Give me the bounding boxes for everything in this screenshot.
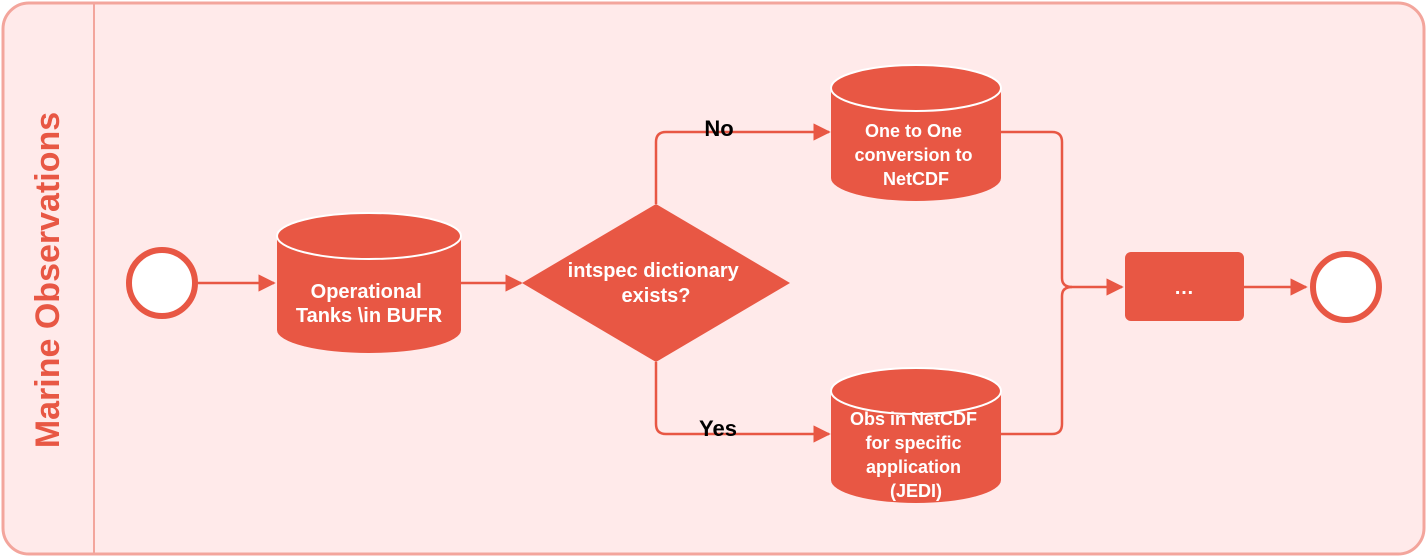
node-obs-in-netcdf[interactable]: Obs in NetCDF for specific application (… (830, 367, 1002, 503)
label-line: Tanks \in BUFR (296, 305, 443, 327)
task-box-label: … (1174, 277, 1194, 299)
edge-decision-no (654, 123, 831, 204)
edge-decision-yes (654, 362, 831, 443)
label-line: intspec dictionary (568, 260, 740, 282)
label-line: conversion to (854, 145, 972, 165)
cylinder-top (830, 64, 1002, 112)
edges (198, 123, 1308, 443)
cylinder-body (831, 88, 1001, 201)
start-event[interactable] (126, 247, 198, 319)
cylinder-top (830, 367, 1002, 415)
pool-title: Marine Observations (29, 112, 67, 448)
label-line: One to One (865, 121, 962, 141)
label-line: for specific (865, 433, 961, 453)
label-line: NetCDF (883, 169, 949, 189)
cylinder-body (277, 236, 461, 353)
edge-label-yes: Yes (699, 416, 737, 441)
edge-obs-to-box (1001, 285, 1073, 436)
edge-label-no: No (704, 116, 733, 141)
label-line: exists? (622, 285, 691, 307)
label-line: Operational (311, 281, 422, 303)
end-event[interactable] (1310, 251, 1382, 323)
label-line: application (866, 457, 961, 477)
node-one-to-one-label: One to One conversion to NetCDF (854, 121, 977, 189)
node-obs-netcdf-label: Obs in NetCDF for specific application (… (850, 409, 982, 501)
label-line: (JEDI) (890, 481, 942, 501)
label-line: Obs in NetCDF (850, 409, 977, 429)
cylinder-body (831, 391, 1001, 503)
task-box (1125, 252, 1244, 321)
node-one-to-one-conversion[interactable]: One to One conversion to NetCDF (830, 64, 1002, 201)
node-ellipsis-task[interactable]: … (1125, 252, 1244, 321)
node-operational-tanks-label: Operational Tanks \in BUFR (296, 281, 443, 327)
node-operational-tanks[interactable]: Operational Tanks \in BUFR (276, 212, 462, 353)
node-decision[interactable]: intspec dictionary exists? (522, 204, 790, 362)
node-decision-label: intspec dictionary exists? (568, 260, 745, 307)
cylinder-top (276, 212, 462, 260)
decision-diamond (522, 204, 790, 362)
